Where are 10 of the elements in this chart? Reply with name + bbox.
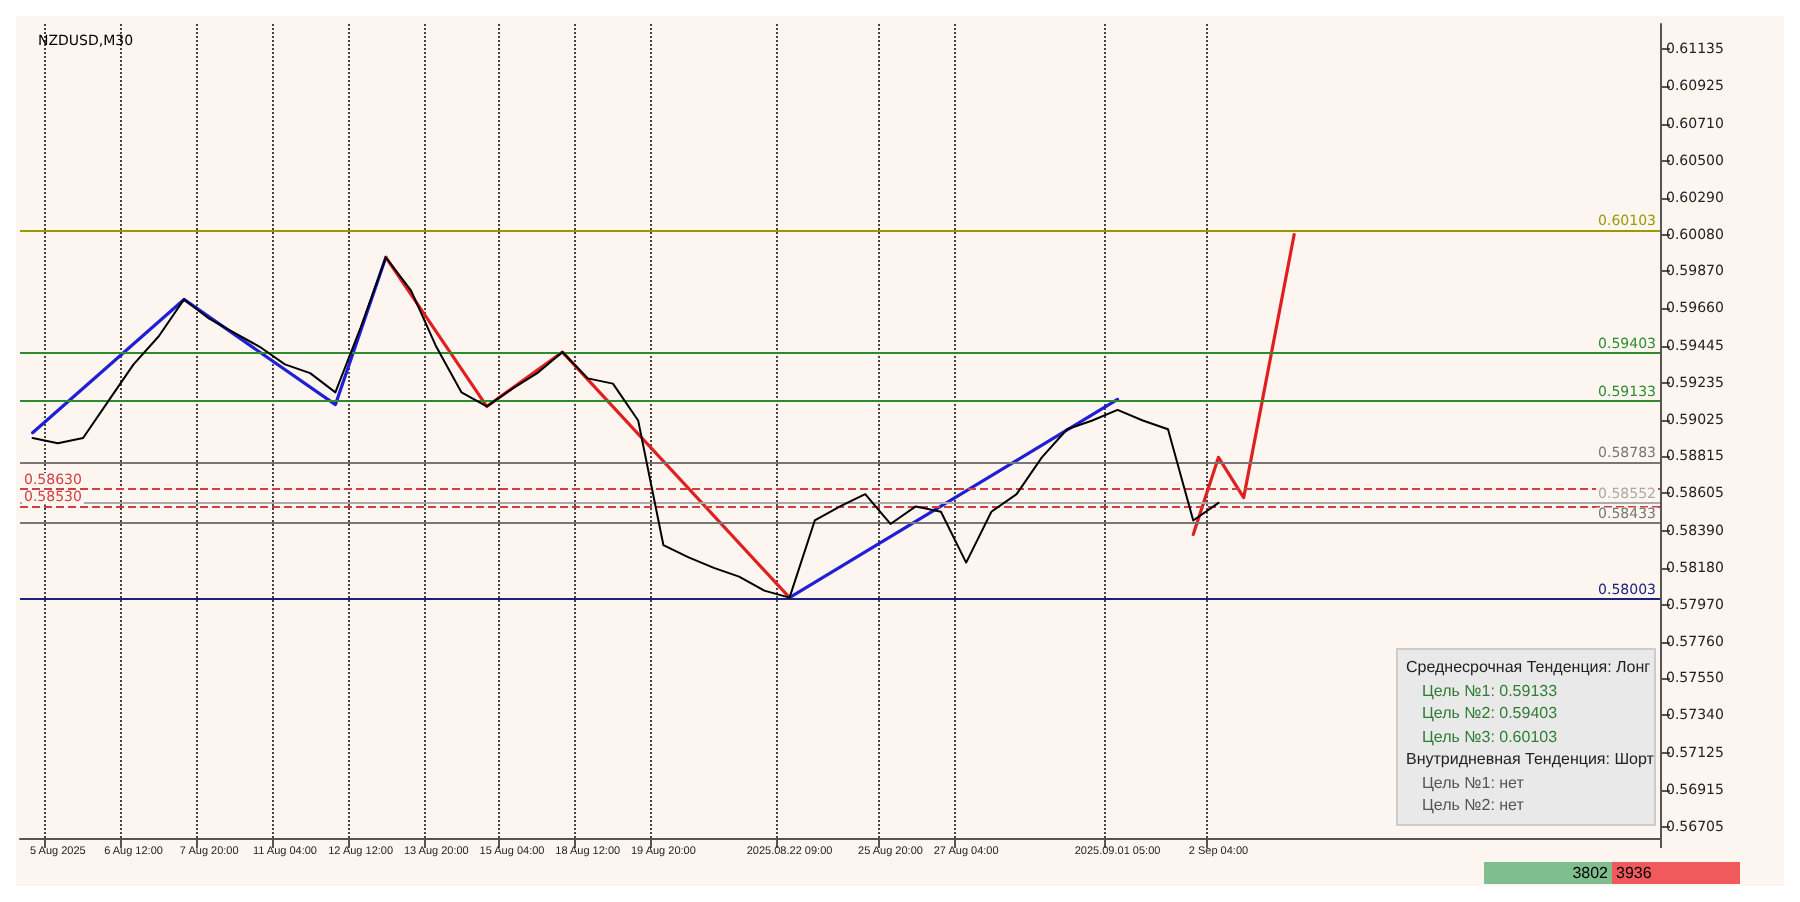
annotation: Цель №1: 0.59133 [1420,679,1560,702]
annotation: Цель №2: нет [1420,794,1526,817]
annotation: Среднесрочная Тенденция: Лонг [1404,656,1653,679]
annotation: Цель №1: нет [1420,771,1526,794]
annotation: Внутридневная Тенденция: Шорт [1404,748,1654,771]
line-series [1191,232,1296,537]
annotation: Цель №3: 0.60103 [1420,725,1560,748]
line-series [31,255,388,435]
line-series [384,255,792,600]
annotation: Цель №2: 0.59403 [1420,702,1560,725]
